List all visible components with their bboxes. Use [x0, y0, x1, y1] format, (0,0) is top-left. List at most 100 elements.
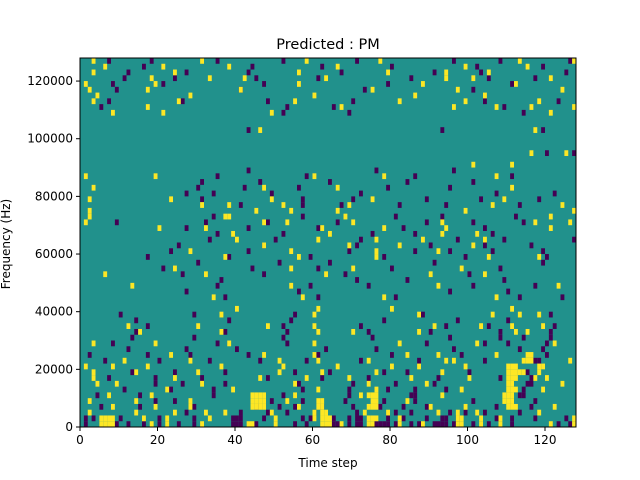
heatmap-cell-low: [173, 398, 177, 404]
heatmap-cell-low: [173, 75, 177, 82]
heatmap-cell-high: [134, 369, 139, 376]
heatmap-cell-high: [211, 294, 216, 301]
heatmap-cell-high: [498, 421, 503, 427]
heatmap-cell-low: [343, 398, 348, 404]
heatmap-cell-low: [506, 288, 511, 295]
heatmap-cell-high: [475, 409, 480, 416]
heatmap-cell-low: [200, 196, 205, 203]
heatmap-cell-low: [223, 294, 228, 301]
heatmap-cell-low: [506, 340, 511, 347]
heatmap-cell-low: [138, 403, 143, 410]
heatmap-cell-high: [149, 75, 154, 82]
heatmap-cell-low: [223, 380, 228, 387]
heatmap-cell-high: [289, 282, 294, 289]
heatmap-cell-high: [242, 75, 247, 82]
heatmap-cell-low: [459, 352, 464, 358]
heatmap-cell-high: [293, 98, 298, 105]
heatmap-cell-low: [83, 421, 88, 427]
heatmap-cell-high: [452, 104, 456, 110]
heatmap-cell-low: [258, 179, 263, 185]
heatmap-cell-low: [463, 254, 468, 260]
heatmap-cell-low: [238, 202, 243, 208]
heatmap-cell-low: [242, 184, 247, 191]
heatmap-cell-high: [188, 403, 193, 410]
heatmap-cell-low: [417, 357, 422, 364]
heatmap-cell-low: [374, 421, 379, 427]
heatmap-cell-high: [386, 69, 391, 76]
heatmap-cell-high: [421, 421, 425, 427]
heatmap-cell-high: [254, 403, 259, 410]
heatmap-cell-low: [552, 190, 557, 197]
x-tick-label: 100: [456, 433, 479, 447]
heatmap-cell-low: [370, 230, 375, 237]
heatmap-cell-high: [277, 357, 282, 364]
heatmap-cell-high: [188, 92, 193, 99]
heatmap-cell-low: [409, 409, 414, 416]
heatmap-cell-low: [444, 386, 449, 393]
heatmap-cell-high: [374, 415, 379, 422]
heatmap-cell-low: [153, 375, 158, 381]
heatmap-cell-high: [289, 265, 294, 272]
heatmap-cell-low: [498, 265, 503, 272]
heatmap-cell-low: [130, 334, 135, 341]
heatmap-cell-high: [347, 375, 352, 381]
heatmap-cell-high: [250, 403, 255, 410]
x-tick-label: 80: [382, 433, 397, 447]
heatmap-cell-low: [401, 225, 406, 231]
heatmap-cell-low: [355, 277, 360, 283]
heatmap-cell-high: [548, 225, 553, 231]
heatmap-cell-high: [467, 375, 472, 381]
heatmap-cell-low: [359, 190, 363, 197]
heatmap-cell-high: [281, 202, 286, 208]
heatmap-cell-low: [347, 392, 352, 399]
heatmap-cell-low: [452, 346, 456, 353]
heatmap-cell-high: [312, 409, 317, 416]
heatmap-cell-high: [316, 386, 321, 393]
heatmap-cell-low: [390, 352, 394, 358]
heatmap-cell-low: [118, 311, 123, 318]
heatmap-cell-low: [180, 271, 185, 278]
heatmap-cell-low: [87, 352, 92, 358]
heatmap-cell-low: [541, 248, 546, 255]
heatmap-cell-high: [320, 421, 325, 427]
heatmap-cell-low: [436, 421, 441, 427]
heatmap-cell-low: [339, 202, 344, 208]
heatmap-cell-high: [246, 421, 251, 427]
heatmap-cell-low: [467, 271, 472, 278]
heatmap-cell-low: [568, 58, 573, 64]
y-tick-label: 40000: [35, 305, 73, 319]
heatmap-cell-low: [498, 334, 503, 341]
heatmap-cell-low: [211, 213, 216, 220]
heatmap-cell-low: [207, 357, 212, 364]
heatmap-cell-low: [215, 230, 220, 237]
heatmap-cell-high: [91, 340, 96, 347]
heatmap-cell-high: [475, 230, 480, 237]
heatmap-cell-high: [413, 92, 418, 99]
heatmap-cell-high: [432, 323, 437, 329]
heatmap-cell-low: [510, 421, 515, 427]
heatmap-cell-low: [153, 380, 158, 387]
heatmap-cell-high: [506, 398, 511, 404]
heatmap-cell-low: [502, 236, 507, 243]
heatmap-cell-low: [99, 104, 104, 110]
heatmap-cell-high: [370, 86, 375, 93]
heatmap-cell-low: [541, 127, 546, 133]
heatmap-cell-low: [525, 380, 530, 387]
heatmap-cell-low: [382, 317, 387, 324]
heatmap-cell-low: [533, 75, 538, 82]
plot-area: [79, 57, 577, 428]
heatmap-cell-low: [405, 277, 410, 283]
heatmap-cell-low: [448, 184, 453, 191]
heatmap-cell-high: [122, 357, 127, 364]
heatmap-cell-low: [149, 58, 154, 64]
heatmap-cell-low: [227, 317, 232, 324]
heatmap-cell-high: [297, 69, 301, 76]
heatmap-cell-low: [529, 380, 534, 387]
heatmap-cell-high: [138, 328, 143, 335]
heatmap-cell-high: [91, 184, 96, 191]
heatmap-cell-high: [273, 415, 278, 422]
heatmap-cell-low: [494, 190, 499, 197]
heatmap-cell-high: [405, 352, 410, 358]
heatmap-cell-low: [293, 311, 298, 318]
heatmap-cell-low: [173, 369, 177, 376]
